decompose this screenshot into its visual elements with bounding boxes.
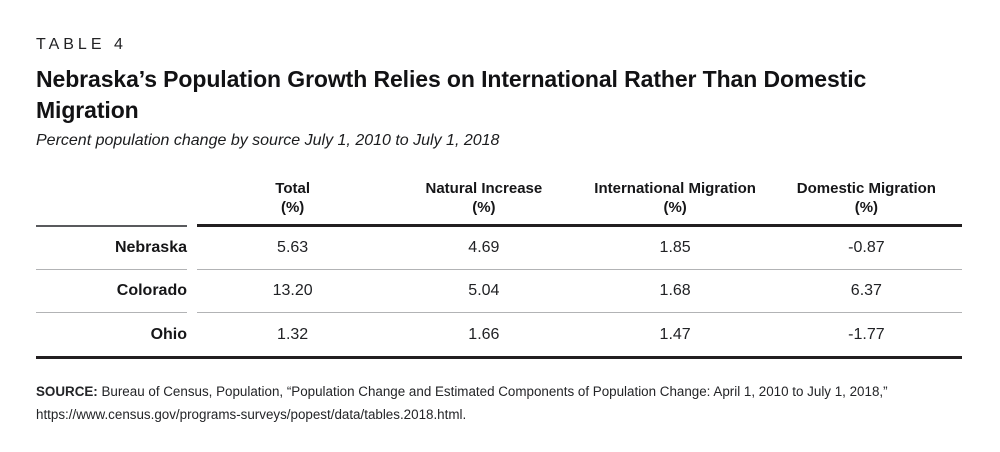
table-cell: 13.20 [272,282,313,299]
table-number-label: TABLE 4 [36,36,127,53]
row-label: Ohio [150,325,187,343]
table-cell: 1.47 [659,325,691,343]
column-header-domestic-migration: Domestic Migration (%) [771,179,962,224]
row-data-cells: 1.32 1.66 1.47 -1.77 [197,313,962,356]
header-data-cells: Total (%) Natural Increase (%) Internati… [197,179,962,227]
column-header-unit: (%) [854,199,879,216]
source-text: Bureau of Census, Population, “Populatio… [36,384,888,422]
source-note: SOURCE: Bureau of Census, Population, “P… [36,380,964,426]
table-cell: 6.37 [850,282,882,299]
table-title: Nebraska’s Population Growth Relies on I… [36,66,867,123]
source-label: SOURCE: [36,384,98,399]
table-cell: -0.87 [848,239,885,256]
row-data-cells: 5.63 4.69 1.85 -0.87 [197,227,962,270]
table-cell: 1.85 [659,239,691,256]
column-header-unit: (%) [280,199,305,216]
data-table: Total (%) Natural Increase (%) Internati… [36,179,962,359]
column-header-unit: (%) [472,199,496,216]
table-row-ohio: Ohio 1.32 1.66 1.47 -1.77 [36,313,962,356]
column-header-label: Domestic Migration [796,180,936,197]
table-figure: TABLE 4 Nebraska’s Population Growth Rel… [36,36,964,426]
column-header-natural-increase: Natural Increase (%) [388,179,579,224]
table-cell: 1.68 [659,282,691,299]
table-cell: 1.66 [468,325,500,343]
column-header-international-migration: International Migration (%) [580,179,771,224]
column-header-label: Natural Increase [425,180,543,197]
table-header-row: Total (%) Natural Increase (%) Internati… [36,179,962,227]
row-label: Nebraska [36,227,187,270]
row-data-cells: 13.20 5.04 1.68 6.37 [197,270,962,313]
table-cell: 5.04 [468,282,500,299]
column-header-label: International Migration [594,180,756,197]
table-cell: -1.77 [848,325,885,343]
column-header-total: Total (%) [197,179,388,224]
column-header-unit: (%) [663,199,687,216]
header-empty-cell [36,179,187,227]
row-label: Colorado [36,270,187,313]
table-row-colorado: Colorado 13.20 5.04 1.68 6.37 [36,270,962,313]
column-header-label: Total [275,180,310,197]
table-cell: 4.69 [468,239,500,256]
table-cell: 1.32 [277,325,309,343]
table-subtitle: Percent population change by source July… [36,132,500,149]
table-cell: 5.63 [277,239,309,256]
table-row-nebraska: Nebraska 5.63 4.69 1.85 -0.87 [36,227,962,270]
